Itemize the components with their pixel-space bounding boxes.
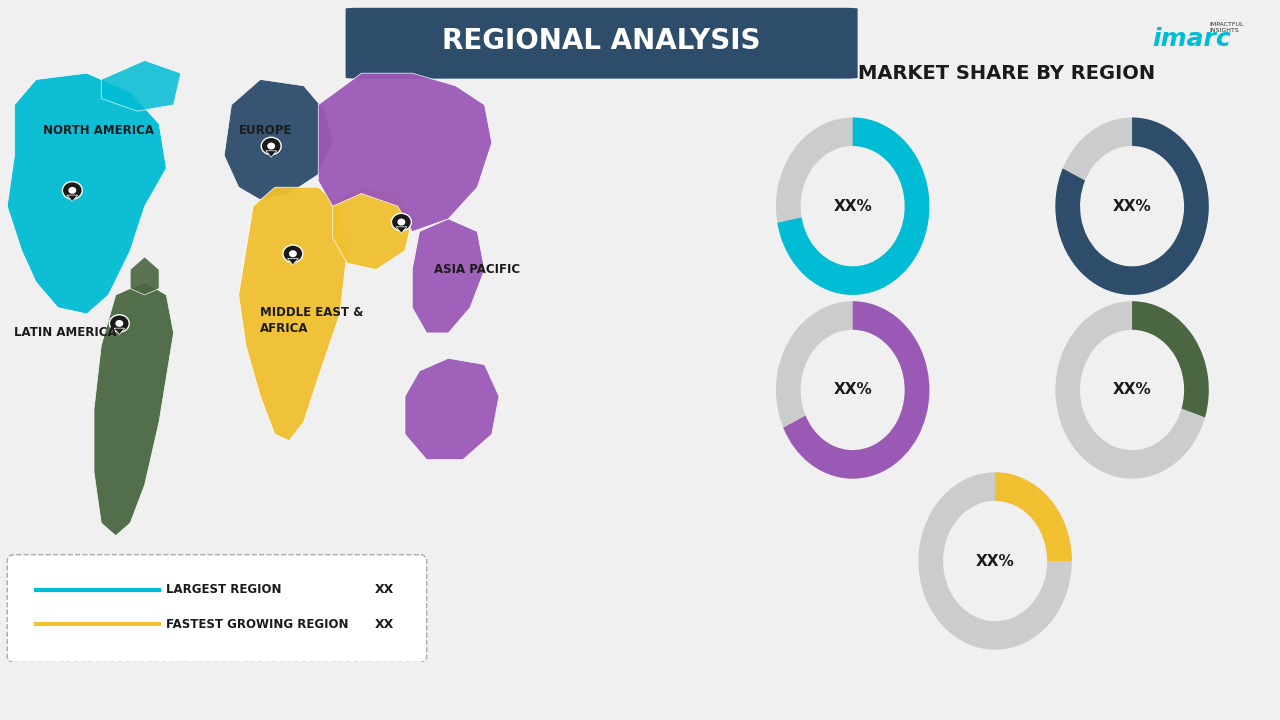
Text: XX: XX	[375, 583, 394, 596]
Text: XX%: XX%	[975, 554, 1015, 569]
Polygon shape	[396, 227, 407, 233]
Polygon shape	[238, 187, 347, 441]
Polygon shape	[101, 60, 180, 111]
Circle shape	[397, 219, 406, 225]
Wedge shape	[1056, 117, 1208, 295]
Polygon shape	[8, 73, 166, 314]
Wedge shape	[776, 117, 929, 295]
Wedge shape	[1056, 117, 1208, 295]
Wedge shape	[995, 472, 1071, 561]
Polygon shape	[114, 328, 124, 335]
Wedge shape	[1132, 301, 1208, 418]
Wedge shape	[776, 301, 929, 479]
Circle shape	[283, 245, 303, 262]
Polygon shape	[131, 257, 159, 295]
Polygon shape	[67, 195, 78, 202]
Text: XX: XX	[375, 618, 394, 631]
Text: LATIN AMERICA: LATIN AMERICA	[14, 326, 116, 339]
Circle shape	[261, 138, 282, 155]
Circle shape	[115, 320, 123, 327]
Circle shape	[109, 315, 129, 332]
FancyBboxPatch shape	[346, 8, 858, 78]
Text: XX%: XX%	[1112, 199, 1152, 214]
Polygon shape	[288, 258, 298, 265]
Polygon shape	[93, 282, 174, 536]
Text: MIDDLE EAST &
AFRICA: MIDDLE EAST & AFRICA	[260, 306, 364, 335]
Polygon shape	[266, 150, 276, 157]
Polygon shape	[319, 73, 492, 232]
Text: EUROPE: EUROPE	[238, 124, 292, 137]
Polygon shape	[333, 187, 412, 269]
Wedge shape	[919, 472, 1071, 649]
Text: LARGEST REGION: LARGEST REGION	[166, 583, 282, 596]
Text: imarc: imarc	[1152, 27, 1231, 51]
Circle shape	[68, 187, 77, 194]
Text: NORTH AMERICA: NORTH AMERICA	[44, 124, 155, 137]
Wedge shape	[783, 301, 929, 479]
Circle shape	[289, 251, 297, 257]
Wedge shape	[1056, 301, 1208, 479]
Polygon shape	[404, 359, 499, 459]
Text: FASTEST GROWING REGION: FASTEST GROWING REGION	[166, 618, 349, 631]
Text: XX%: XX%	[1112, 382, 1152, 397]
Text: XX%: XX%	[833, 199, 872, 214]
Polygon shape	[412, 219, 485, 333]
Text: REGIONAL ANALYSIS: REGIONAL ANALYSIS	[443, 27, 760, 55]
Circle shape	[268, 143, 275, 150]
Polygon shape	[224, 79, 333, 200]
Text: MARKET SHARE BY REGION: MARKET SHARE BY REGION	[858, 63, 1155, 83]
Circle shape	[392, 213, 411, 230]
Text: IMPACTFUL
INSIGHTS: IMPACTFUL INSIGHTS	[1210, 22, 1244, 33]
Text: ASIA PACIFIC: ASIA PACIFIC	[434, 263, 520, 276]
Circle shape	[63, 181, 82, 199]
Wedge shape	[777, 117, 929, 295]
Text: XX%: XX%	[833, 382, 872, 397]
FancyBboxPatch shape	[8, 554, 426, 662]
